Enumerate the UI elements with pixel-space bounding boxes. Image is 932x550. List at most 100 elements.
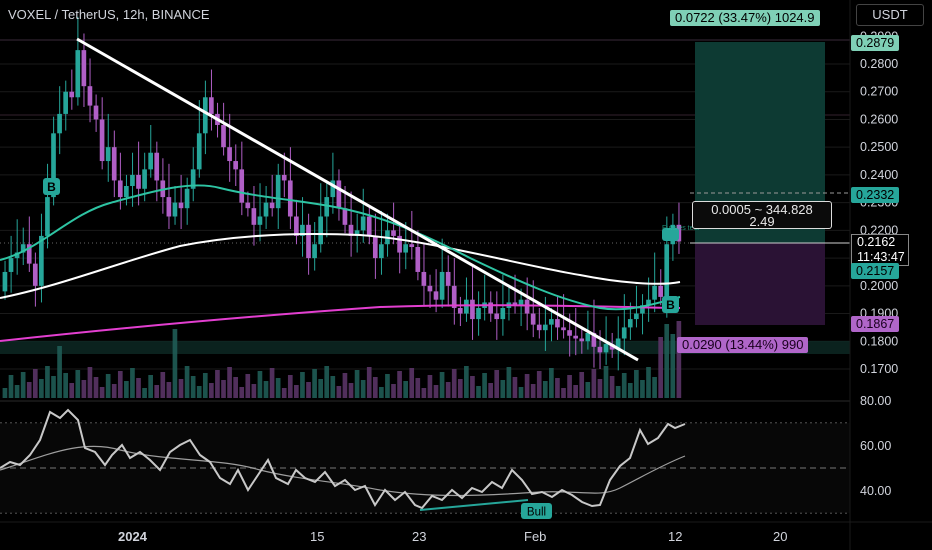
volume-bar [403, 381, 408, 398]
price-tag-target: 0.2879 [851, 35, 900, 51]
volume-bar [500, 380, 506, 398]
volume-bar [69, 383, 75, 398]
buy-marker-right-upper[interactable] [662, 228, 679, 241]
candle-body [567, 330, 572, 336]
time-axis[interactable]: 2024 15 23 Feb 12 20 [118, 529, 787, 544]
volume-bar [160, 372, 166, 398]
candle-body [512, 302, 518, 306]
volume-bar [87, 367, 93, 398]
candle-body [99, 119, 105, 162]
volume-bar [294, 385, 299, 398]
rsi-axis[interactable]: 80.00 60.00 40.00 [860, 394, 891, 498]
volume-bar [524, 374, 530, 398]
volume-bar [518, 387, 524, 398]
candle-body [142, 169, 147, 189]
volume-bar [245, 374, 251, 398]
volume-bar [567, 375, 572, 398]
candle-body [415, 247, 421, 272]
volume-bar [640, 380, 645, 398]
candle-body [318, 216, 323, 245]
position-center-label[interactable]: 0.0005 ~ 344.828 2.49 [692, 201, 832, 229]
volume-bar [233, 377, 238, 398]
volume-bar [196, 386, 202, 398]
volume-bar [409, 368, 415, 398]
candle-body [652, 285, 657, 300]
volume-bar [415, 378, 421, 398]
volume-bar [652, 377, 657, 398]
price-tick: 0.2200 [860, 223, 898, 237]
candle-body [154, 152, 160, 181]
candle-body [603, 344, 609, 353]
volume-bar [178, 379, 184, 398]
candle-body [202, 97, 208, 134]
time-label-2024: 2024 [118, 529, 148, 544]
time-label-20: 20 [773, 529, 787, 544]
candle-body [166, 197, 172, 217]
volume-bar [451, 369, 457, 398]
candle-body [269, 202, 275, 209]
volume-bar [202, 373, 208, 398]
ma-white-line [0, 233, 681, 299]
volume-bar [300, 372, 305, 398]
candle-body [20, 244, 26, 253]
position-watermark: Futures test [662, 225, 699, 232]
candle-body [457, 308, 463, 314]
candle-body [658, 285, 663, 297]
currency-button[interactable]: USDT [856, 4, 924, 26]
candle-body [130, 174, 135, 186]
downtrend-line[interactable] [76, 37, 639, 362]
volume-bar [549, 368, 554, 398]
time-label-12: 12 [668, 529, 682, 544]
volume-bar [609, 376, 615, 398]
candle-body [209, 97, 214, 114]
volume-bar [257, 371, 263, 398]
volume-bar [2, 388, 8, 398]
volume-bar [26, 382, 32, 398]
support-zone [0, 341, 850, 354]
volume-bar [634, 370, 639, 398]
rsi-band [0, 423, 850, 513]
volume-bars [2, 321, 682, 398]
price-tag-ma-magenta: 0.1867 [851, 316, 900, 332]
candle-body [227, 147, 232, 162]
loss-zone [695, 243, 825, 325]
stop-label[interactable]: 0.0290 (13.44%) 990 [677, 337, 809, 353]
volume-bar [445, 382, 451, 398]
candle-body [324, 197, 330, 217]
volume-bar [51, 376, 56, 398]
volume-bar [63, 373, 68, 398]
candle-body [57, 113, 62, 134]
candle-body [136, 174, 141, 189]
buy-marker-right-lower[interactable]: B [662, 296, 679, 313]
price-tick: 0.2000 [860, 279, 898, 293]
volume-bar [99, 387, 105, 398]
volume-bar [676, 321, 682, 398]
price-tag-ema: 0.2157 [851, 263, 900, 279]
candle-body [640, 305, 645, 314]
candle-body [494, 313, 500, 320]
candle-body [573, 335, 578, 339]
symbol-title[interactable]: VOXEL / TetherUS, 12h, BINANCE [8, 7, 210, 22]
candle-body [190, 169, 196, 189]
volume-bar [664, 324, 670, 398]
price-tag-current-value: 0.2162 [857, 235, 896, 249]
profit-label[interactable]: 0.0722 (33.47%) 1024.9 [670, 10, 820, 26]
volume-bar [476, 386, 481, 398]
volume-bar [209, 383, 214, 398]
candle-body [75, 50, 81, 98]
volume-bar [591, 369, 597, 398]
volume-bar [603, 366, 609, 398]
buy-marker-left[interactable]: B [43, 178, 60, 195]
volume-bar [57, 346, 62, 398]
candle-body [306, 224, 311, 259]
volume-bar [215, 370, 220, 398]
candle-body [294, 216, 299, 236]
candle-body [172, 202, 178, 217]
candle-body [117, 180, 123, 198]
candle-body [627, 319, 633, 328]
candle-body [348, 224, 354, 236]
candle-body [330, 180, 336, 198]
divergence-bull-badge[interactable]: Bull [521, 503, 552, 519]
candles [2, 16, 682, 371]
